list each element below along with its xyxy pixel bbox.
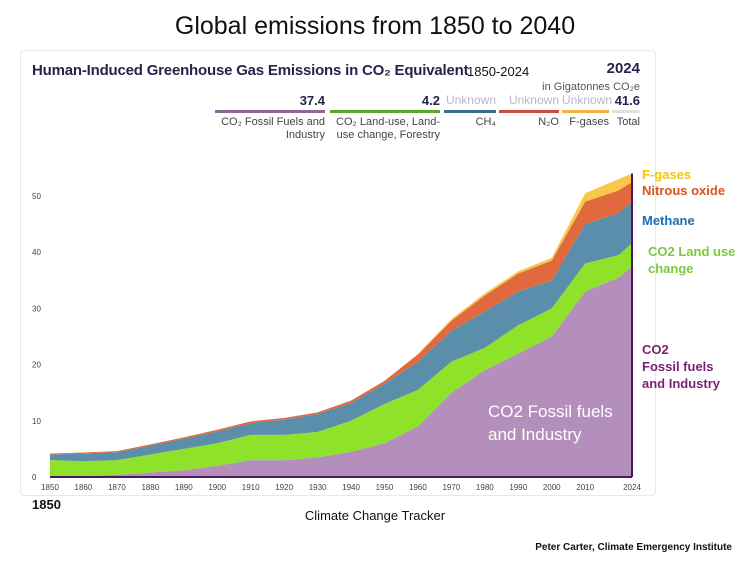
legend-label: F-gases [569, 116, 609, 128]
inner-fossil-label: CO2 Fossil fuels and Industry [488, 400, 613, 446]
area-methane [50, 201, 632, 462]
label-n2o: Nitrous oxide [642, 183, 726, 198]
area-co2-land-use-change [50, 243, 632, 477]
x-tick-label: 1920 [275, 483, 293, 492]
y-tick-label: 40 [32, 248, 41, 257]
x-tick-label: 1940 [342, 483, 360, 492]
unit-label: in Gigatonnes CO₂e [542, 81, 640, 93]
y-tick-label: 0 [32, 473, 37, 482]
legend-n2o: Unknown N₂O [499, 94, 559, 129]
label-fossil-3: and Industry [642, 376, 721, 391]
x-tick-label: 2010 [576, 483, 594, 492]
first-year-label: 1850 [32, 497, 61, 512]
x-tick-label: 1970 [442, 483, 460, 492]
legend-total: 41.6 Total [612, 94, 640, 129]
area-co2-fossil-fuels-and-industry [50, 266, 632, 477]
legend-label: CO₂ Fossil Fuels and Industry [221, 116, 325, 141]
x-tick-label: 1950 [376, 483, 394, 492]
legend-value: Unknown [508, 93, 559, 107]
legend-bar [562, 110, 609, 113]
legend-ch4: Unknown CH₄ [444, 94, 496, 129]
legend-value: Unknown [445, 93, 496, 107]
x-tick-label: 1900 [208, 483, 226, 492]
x-tick-label: 1890 [175, 483, 193, 492]
x-tick-label: 1870 [108, 483, 126, 492]
legend-label: CO₂ Land-use, Land-use change, Forestry [336, 116, 440, 141]
legend-value: 41.6 [614, 93, 640, 108]
page-title: Global emissions from 1850 to 2040 [174, 12, 576, 40]
legend-bar [612, 110, 640, 113]
y-tick-label: 20 [32, 361, 41, 370]
legend-value: Unknown [562, 93, 613, 107]
current-year: 2024 [606, 60, 640, 77]
legend-fossil: 37.4 CO₂ Fossil Fuels and Industry [215, 94, 325, 142]
x-tick-label: 1910 [242, 483, 260, 492]
label-methane: Methane [642, 213, 695, 228]
legend-bar [215, 110, 325, 113]
label-fossil-2: Fossil fuels [642, 359, 714, 374]
y-tick-label: 10 [32, 417, 41, 426]
year-range: 1850-2024 [467, 64, 530, 79]
label-landuse-1: CO2 Land use [648, 244, 736, 259]
legend-fgases: Unknown F-gases [562, 93, 613, 129]
x-tick-label: 1990 [509, 483, 527, 492]
x-tick-label: 2000 [543, 483, 561, 492]
chart-headline: Human-Induced Greenhouse Gas Emissions i… [32, 62, 469, 79]
label-fgases: F-gases [642, 167, 692, 182]
inner-label-line2: and Industry [488, 425, 582, 444]
x-tick-label: 1860 [75, 483, 93, 492]
credit-label: Peter Carter, Climate Emergency Institut… [535, 542, 732, 553]
x-tick-label: 1880 [141, 483, 159, 492]
legend-label: N₂O [538, 116, 559, 128]
x-tick-label: 1930 [309, 483, 327, 492]
y-tick-label: 30 [32, 304, 41, 313]
legend-value: 4.2 [421, 93, 440, 108]
source-label: Climate Change Tracker [304, 508, 446, 523]
x-tick-label: 2024 [623, 483, 641, 492]
legend-bar [444, 110, 496, 113]
chart-panel [20, 50, 656, 496]
x-tick-label: 1850 [41, 483, 59, 492]
x-tick-label: 1980 [476, 483, 494, 492]
legend-value: 37.4 [299, 93, 325, 108]
label-fossil-1: CO2 [642, 342, 669, 357]
label-landuse-2: change [648, 261, 694, 276]
legend-label: CH₄ [475, 116, 496, 128]
x-tick-label: 1960 [409, 483, 427, 492]
y-tick-label: 50 [32, 192, 41, 201]
legend-bar [499, 110, 559, 113]
legend-bar [330, 110, 440, 113]
legend-landuse: 4.2 CO₂ Land-use, Land-use change, Forest… [330, 94, 440, 142]
inner-label-line1: CO2 Fossil fuels [488, 402, 613, 421]
legend-label: Total [616, 116, 640, 128]
